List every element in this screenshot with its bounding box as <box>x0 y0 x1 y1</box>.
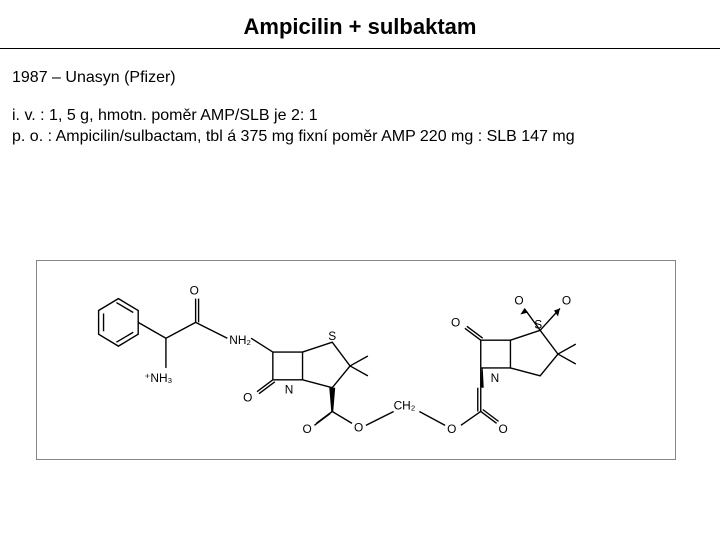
label-nh3plus: ⁺NH₃ <box>144 371 172 385</box>
iv-line: i. v. : 1, 5 g, hmotn. poměr AMP/SLB je … <box>12 105 708 127</box>
label-o-8: O <box>562 294 571 308</box>
label-o-1: O <box>190 284 199 298</box>
page-title: Ampicilin + sulbaktam <box>244 14 477 39</box>
label-o-3: O <box>303 422 312 436</box>
title-region: Ampicilin + sulbaktam <box>0 0 720 48</box>
label-o-2: O <box>243 391 252 405</box>
label-nh2: NH₂ <box>229 333 251 347</box>
chemical-structure-diagram: ⁺NH₃ O NH₂ O N S <box>36 260 676 460</box>
intro-line: 1987 – Unasyn (Pfizer) <box>12 67 708 89</box>
label-s-1: S <box>328 329 336 343</box>
chemical-structure-svg: ⁺NH₃ O NH₂ O N S <box>37 261 675 459</box>
label-o-9: O <box>499 422 508 436</box>
label-n-2: N <box>491 371 500 385</box>
body-text: 1987 – Unasyn (Pfizer) i. v. : 1, 5 g, h… <box>0 49 720 148</box>
label-ch2: CH₂ <box>394 399 416 413</box>
label-o-7: O <box>514 294 523 308</box>
label-o-5: O <box>447 422 456 436</box>
label-n-1: N <box>285 383 294 397</box>
po-line: p. o. : Ampicilin/sulbactam, tbl á 375 m… <box>12 126 708 148</box>
label-o-4: O <box>354 420 363 434</box>
label-o-6: O <box>451 315 460 329</box>
